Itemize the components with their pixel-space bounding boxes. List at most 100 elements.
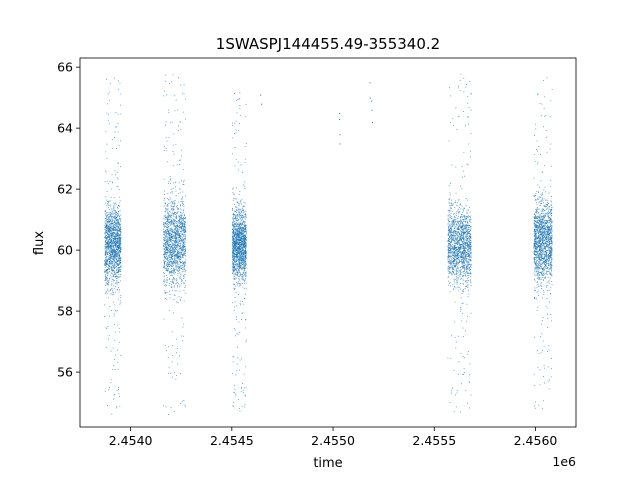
data-point bbox=[242, 239, 244, 241]
data-point bbox=[105, 271, 107, 273]
data-point bbox=[244, 162, 246, 163]
data-point bbox=[235, 292, 237, 293]
data-point bbox=[244, 253, 246, 254]
data-point bbox=[114, 262, 116, 263]
data-point bbox=[181, 254, 183, 256]
data-point bbox=[449, 251, 451, 253]
data-point bbox=[234, 249, 236, 251]
data-point bbox=[243, 228, 245, 230]
data-point bbox=[184, 267, 185, 269]
data-point bbox=[108, 231, 110, 233]
data-point bbox=[171, 220, 173, 221]
data-point bbox=[171, 231, 173, 232]
data-point bbox=[232, 242, 234, 244]
data-point bbox=[239, 268, 241, 270]
data-point bbox=[182, 202, 183, 204]
data-point bbox=[116, 203, 118, 205]
data-point bbox=[238, 210, 240, 212]
data-point bbox=[176, 254, 178, 256]
data-point bbox=[237, 241, 239, 243]
data-point bbox=[239, 214, 240, 216]
data-point bbox=[118, 205, 120, 206]
data-point bbox=[118, 235, 120, 236]
data-point bbox=[177, 244, 179, 245]
data-point bbox=[452, 234, 454, 236]
data-point bbox=[117, 185, 119, 187]
data-point bbox=[174, 237, 176, 239]
data-point bbox=[113, 260, 115, 262]
data-point bbox=[109, 99, 111, 101]
data-point bbox=[171, 233, 172, 235]
data-point bbox=[242, 312, 244, 314]
data-point bbox=[179, 121, 181, 123]
data-point bbox=[105, 248, 107, 250]
data-point bbox=[468, 261, 470, 263]
data-point bbox=[178, 125, 179, 127]
data-point bbox=[181, 283, 182, 285]
data-point bbox=[454, 266, 456, 268]
data-point bbox=[461, 303, 463, 304]
data-point bbox=[245, 275, 247, 277]
data-point bbox=[111, 226, 112, 228]
data-point bbox=[449, 272, 451, 274]
data-point bbox=[170, 216, 172, 218]
data-point bbox=[168, 234, 170, 235]
data-point bbox=[238, 241, 240, 243]
data-point bbox=[238, 244, 240, 246]
data-point bbox=[236, 214, 238, 216]
data-point bbox=[108, 208, 110, 210]
data-point bbox=[116, 258, 117, 260]
data-point bbox=[181, 261, 183, 263]
data-point bbox=[115, 265, 117, 267]
data-point bbox=[242, 184, 244, 186]
data-point bbox=[235, 393, 237, 395]
data-point bbox=[176, 256, 178, 258]
data-point bbox=[112, 247, 114, 249]
data-point bbox=[116, 261, 118, 263]
data-point bbox=[449, 252, 451, 254]
data-point bbox=[177, 208, 179, 210]
data-point bbox=[118, 205, 119, 206]
data-point bbox=[113, 226, 114, 228]
data-point bbox=[233, 264, 235, 266]
data-point bbox=[242, 272, 244, 274]
data-point bbox=[120, 240, 122, 242]
data-point bbox=[467, 260, 469, 262]
data-point bbox=[177, 263, 179, 265]
data-point bbox=[245, 272, 247, 274]
data-point bbox=[234, 301, 236, 303]
data-point bbox=[235, 132, 237, 134]
data-point bbox=[183, 218, 185, 220]
data-point bbox=[110, 261, 112, 263]
data-point bbox=[118, 215, 120, 217]
data-point bbox=[104, 271, 106, 273]
data-point bbox=[460, 411, 461, 413]
data-point bbox=[168, 233, 170, 234]
data-point bbox=[467, 247, 469, 248]
data-point bbox=[184, 221, 186, 223]
data-point bbox=[177, 109, 179, 111]
data-point bbox=[235, 221, 237, 223]
data-point bbox=[175, 246, 177, 248]
data-point bbox=[183, 275, 185, 276]
data-point bbox=[115, 217, 117, 219]
data-point bbox=[239, 249, 241, 251]
data-point bbox=[241, 257, 242, 259]
data-point bbox=[174, 95, 176, 97]
data-point bbox=[462, 267, 464, 268]
data-point bbox=[170, 240, 171, 242]
data-point bbox=[169, 252, 171, 253]
data-point bbox=[163, 243, 165, 245]
data-point bbox=[241, 387, 242, 388]
data-point bbox=[166, 279, 168, 280]
data-point bbox=[454, 232, 456, 233]
data-point bbox=[240, 251, 242, 253]
data-point bbox=[114, 252, 115, 254]
data-point bbox=[233, 231, 235, 232]
data-point bbox=[106, 199, 108, 201]
data-point bbox=[245, 271, 247, 273]
data-point bbox=[164, 281, 165, 283]
data-point bbox=[106, 216, 107, 218]
data-point bbox=[179, 286, 180, 288]
data-point bbox=[164, 223, 166, 225]
